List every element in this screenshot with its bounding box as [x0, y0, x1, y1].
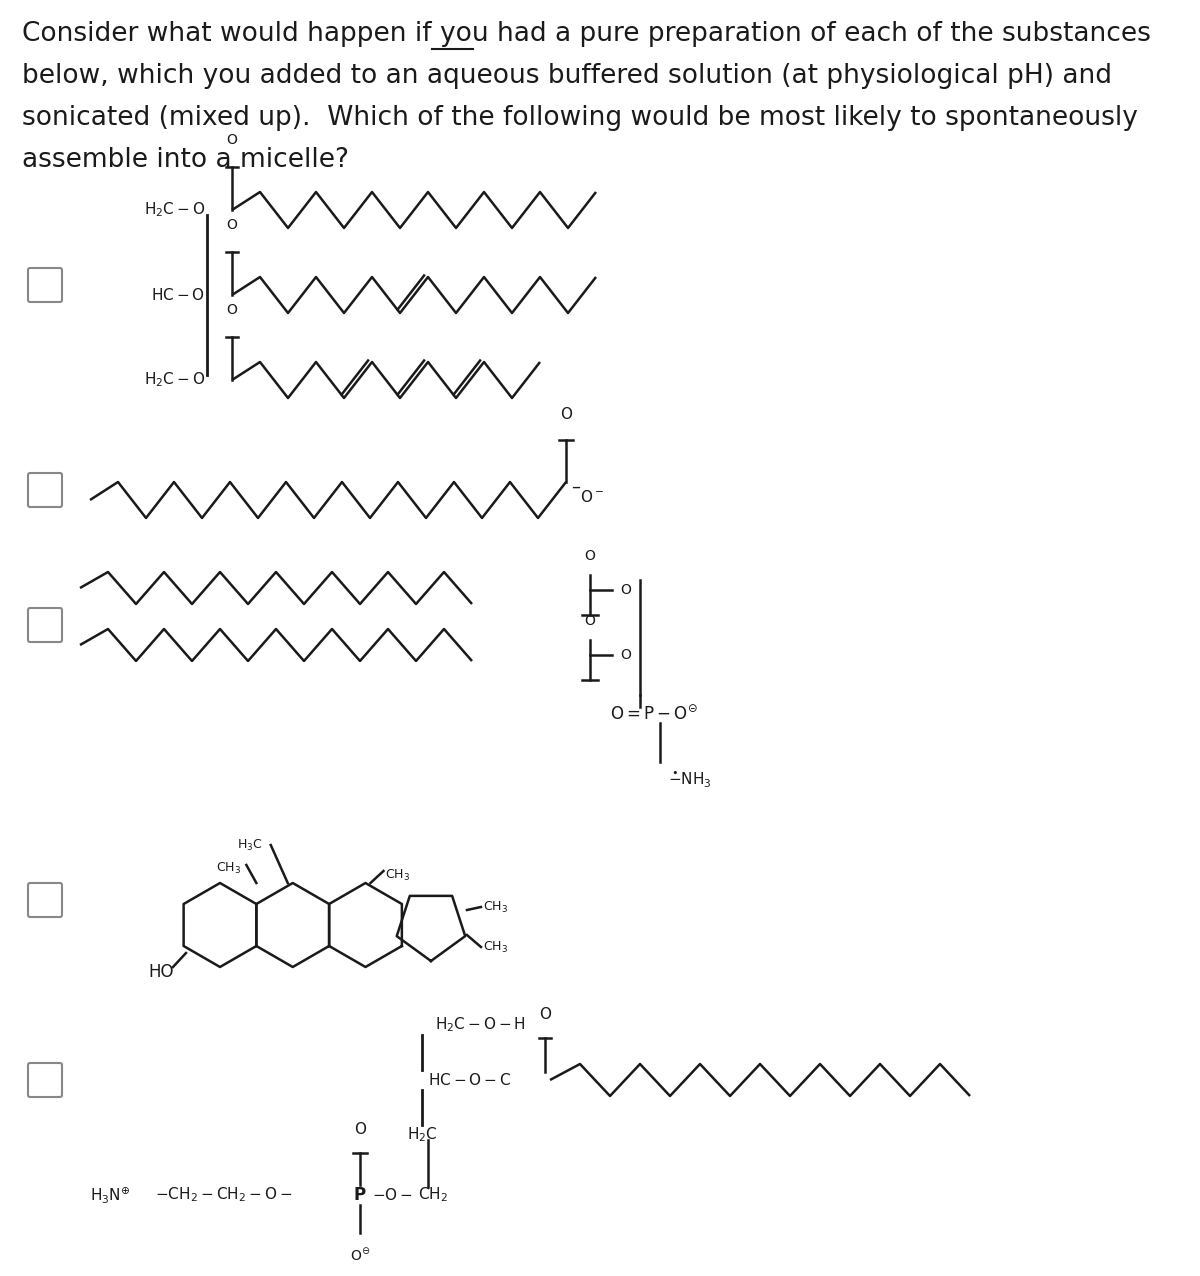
Text: $\mathregular{CH_3}$: $\mathregular{CH_3}$ [216, 861, 241, 877]
Text: $\mathregular{-CH_2-CH_2-O-}$: $\mathregular{-CH_2-CH_2-O-}$ [155, 1185, 293, 1205]
Text: $\mathregular{H_2C-O-H}$: $\mathregular{H_2C-O-H}$ [434, 1016, 526, 1035]
Text: $\mathregular{H_2C}$: $\mathregular{H_2C}$ [407, 1125, 437, 1145]
Text: $\mathregular{H_3N^{\oplus}}$: $\mathregular{H_3N^{\oplus}}$ [90, 1185, 131, 1205]
Text: –: – [571, 478, 580, 496]
Text: $\mathregular{CH_3}$: $\mathregular{CH_3}$ [482, 939, 508, 954]
Text: sonicated (mixed up).  Which of the following would be most likely to spontaneou: sonicated (mixed up). Which of the follo… [22, 105, 1138, 131]
Text: $\mathregular{\overset{\bullet}{-}NH_3}$: $\mathregular{\overset{\bullet}{-}NH_3}$ [668, 769, 712, 790]
Text: P: P [354, 1185, 366, 1205]
Text: O: O [227, 133, 238, 147]
Text: $\mathregular{CH_3}$: $\mathregular{CH_3}$ [385, 868, 410, 883]
Text: O: O [584, 549, 595, 563]
Text: HO: HO [148, 963, 174, 981]
Text: O: O [227, 302, 238, 316]
FancyBboxPatch shape [28, 883, 62, 917]
Text: assemble into a micelle?: assemble into a micelle? [22, 147, 349, 174]
Text: $\mathregular{H_3C}$: $\mathregular{H_3C}$ [238, 838, 263, 854]
Text: below, which you added to an aqueous buffered solution (at physiological pH) and: below, which you added to an aqueous buf… [22, 63, 1112, 89]
Text: $\mathregular{H_2C-O}$: $\mathregular{H_2C-O}$ [144, 370, 205, 389]
FancyBboxPatch shape [28, 268, 62, 302]
Text: $\mathregular{CH_2}$: $\mathregular{CH_2}$ [418, 1185, 448, 1205]
Text: $\mathregular{O^{\ominus}}$: $\mathregular{O^{\ominus}}$ [350, 1247, 370, 1263]
Text: O: O [584, 614, 595, 628]
Text: O: O [227, 218, 238, 232]
FancyBboxPatch shape [28, 1063, 62, 1097]
Text: Consider what would happen if you had a pure preparation of each of the substanc: Consider what would happen if you had a … [22, 20, 1151, 47]
Text: $\mathregular{HC-O-C}$: $\mathregular{HC-O-C}$ [428, 1072, 511, 1088]
Text: O: O [560, 407, 572, 422]
Text: O: O [620, 583, 631, 597]
Text: $\mathregular{O^-}$: $\mathregular{O^-}$ [580, 489, 604, 505]
Text: $\mathregular{CH_3}$: $\mathregular{CH_3}$ [482, 900, 508, 915]
Text: $\mathregular{O=P-O^{\circleddash}}$: $\mathregular{O=P-O^{\circleddash}}$ [610, 706, 698, 725]
FancyBboxPatch shape [28, 607, 62, 642]
Text: O: O [539, 1007, 551, 1022]
Text: $\mathregular{HC-O}$: $\mathregular{HC-O}$ [151, 287, 205, 302]
Text: O: O [620, 648, 631, 662]
Text: $\mathregular{H_2C-O}$: $\mathregular{H_2C-O}$ [144, 200, 205, 219]
Text: O: O [354, 1122, 366, 1137]
Text: $\mathregular{-O-}$: $\mathregular{-O-}$ [372, 1187, 413, 1203]
FancyBboxPatch shape [28, 473, 62, 507]
